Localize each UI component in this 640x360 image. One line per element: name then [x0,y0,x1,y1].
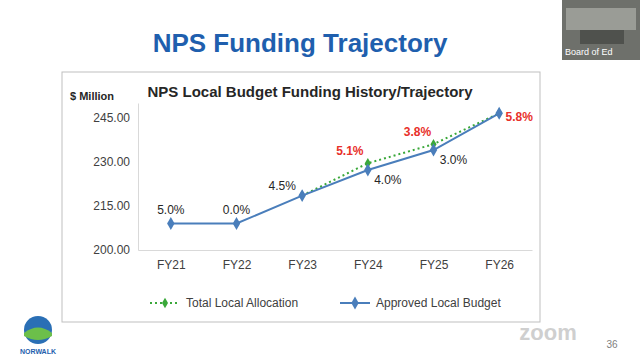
slide-svg: NPS Funding Trajectory Board of Ed NPS Loc… [0,0,640,360]
x-tick-label: FY24 [354,258,383,272]
video-wall [566,8,636,30]
video-thumbnail: Board of Ed [562,0,640,60]
x-axis: FY21 FY22 FY23 FY24 FY25 FY26 [139,250,533,272]
x-tick: FY21 [157,250,186,272]
legend-label: Total Local Allocation [186,296,298,310]
page-number: 36 [606,339,618,350]
y-tick-label: 245.00 [93,111,130,125]
series-marker [364,164,371,177]
pct-change-label: 4.0% [374,173,402,187]
legend-item: Approved Local Budget [340,296,501,310]
series-marker [167,217,174,230]
series-marker [495,107,502,120]
y-tick-label: 230.00 [93,155,130,169]
legend-marker [162,298,168,309]
y-axis: 200.00 215.00 230.00 245.00 [93,104,138,258]
chart-root: NPS Funding Trajectory Board of Ed NPS Loc… [0,0,640,360]
x-tick: FY26 [485,250,514,272]
chart-frame [62,72,540,322]
pct-change-label: 5.0% [157,203,185,217]
logo: NORWALK [20,316,56,355]
x-tick: FY22 [223,250,252,272]
x-tick-label: FY21 [157,258,186,272]
legend: Total Local Allocation Approved Local Bud… [150,296,501,310]
logo-circle [24,316,52,344]
plot-marks [167,107,503,230]
pct-change-label: 0.0% [223,203,251,217]
pct-change-label: 5.1% [336,144,364,158]
x-tick-label: FY26 [485,258,514,272]
x-axis-line [139,250,533,251]
background [0,0,640,360]
series-line [171,113,499,223]
logo-text: NORWALK [20,348,56,355]
y-tick-label: 215.00 [93,199,130,213]
y-axis-title: $ Million [70,90,114,102]
x-tick-label: FY22 [223,258,252,272]
x-tick-label: FY25 [420,258,449,272]
x-tick: FY23 [288,250,317,272]
y-tick: 200.00 [93,243,138,257]
y-axis-line [138,104,139,251]
x-tick-label: FY23 [288,258,317,272]
y-tick: 230.00 [93,155,138,169]
data-annotations: 5.1% 3.8% 5.8% 5.0% 0.0% 4.5% 4.0% 3.0% [157,110,533,216]
legend-item: Total Local Allocation [150,296,298,310]
logo-wave [24,328,52,341]
pct-change-label: 4.5% [268,179,296,193]
chart-title: NPS Local Budget Funding History/Traject… [147,83,473,100]
series-marker [430,144,437,157]
x-tick: FY24 [354,250,383,272]
series-marker [233,217,240,230]
y-tick: 215.00 [93,199,138,213]
video-frame [562,0,640,60]
legend-label: Approved Local Budget [376,296,501,310]
y-tick: 245.00 [93,111,138,125]
x-tick: FY25 [420,250,449,272]
pct-change-label: 5.8% [505,110,533,124]
series-marker [298,189,305,202]
legend-marker [351,297,358,310]
watermark: zoom [519,320,576,345]
video-table [580,30,624,44]
pct-change-label: 3.8% [404,125,432,139]
slide-title: NPS Funding Trajectory [153,28,448,58]
video-label: Board of Ed [565,47,613,57]
y-tick-label: 200.00 [93,243,130,257]
pct-change-label: 3.0% [440,153,468,167]
